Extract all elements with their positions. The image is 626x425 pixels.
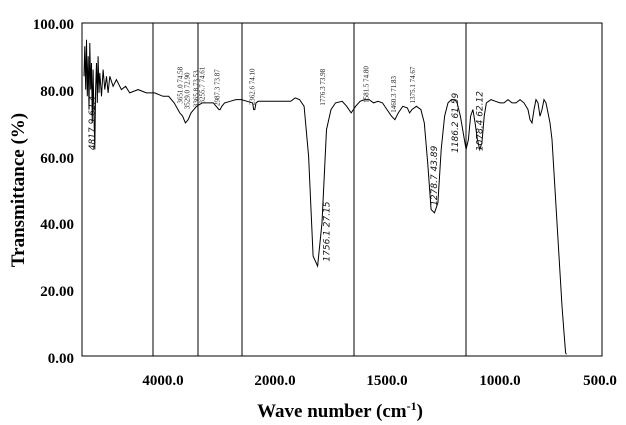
peak-annotation: 1078.4 62.12 (475, 91, 485, 151)
peak-annotation: 2987.3 73.87 (214, 69, 222, 106)
spectrum-line (83, 39, 567, 355)
peak-annotation: 1186.2 61.59 (451, 93, 461, 153)
x-tick-label: 1500.0 (366, 373, 407, 389)
y-tick-label: 80.00 (40, 84, 74, 100)
y-tick-label: 20.00 (40, 284, 74, 300)
x-axis-title: Wave number (cm-1) (257, 399, 423, 422)
peak-annotation: 1776.3 73.98 (319, 68, 327, 105)
x-axis-title-superscript: -1 (407, 399, 417, 413)
peak-annotation: 1460.3 71.83 (390, 76, 398, 113)
peak-annotation: 3365.8 73.53 (193, 70, 201, 107)
y-tick-labels: 100.00 80.00 60.00 40.00 20.00 0.00 (33, 17, 74, 367)
x-tick-label: 500.0 (583, 373, 617, 389)
x-tick-label: 1000.0 (479, 373, 520, 389)
peak-annotation: 2362.6 74.10 (249, 68, 257, 105)
y-axis-title: Transmittance (%) (8, 113, 29, 267)
peak-annotation: 3529.0 72.90 (183, 72, 191, 109)
plot-frame (81, 22, 603, 357)
x-axis-title-close: ) (417, 401, 423, 422)
x-tick-label: 4000.0 (142, 373, 183, 389)
y-tick-label: 60.00 (40, 151, 74, 167)
peak-annotation: 1756.1 27.15 (323, 201, 333, 261)
y-tick-label: 0.00 (48, 351, 74, 367)
x-axis-title-main: Wave number (cm (257, 401, 407, 422)
peak-annotation: 3255.7 74.61 (199, 66, 207, 103)
peak-annotation: 1278.7 43.89 (430, 145, 440, 205)
peak-annotation: 4817.9 62.4 (88, 96, 98, 151)
peak-annotation: 3651.0 74.58 (177, 66, 185, 103)
x-tick-labels: 4000.0 2000.0 1500.0 1000.0 500.0 (142, 373, 617, 389)
y-tick-label: 100.00 (33, 17, 74, 33)
peak-annotation: 1375.1 74.67 (409, 66, 417, 103)
y-tick-label: 40.00 (40, 217, 74, 233)
peak-annotation: 1581.5 74.80 (363, 66, 371, 103)
x-tick-label: 2000.0 (254, 373, 295, 389)
